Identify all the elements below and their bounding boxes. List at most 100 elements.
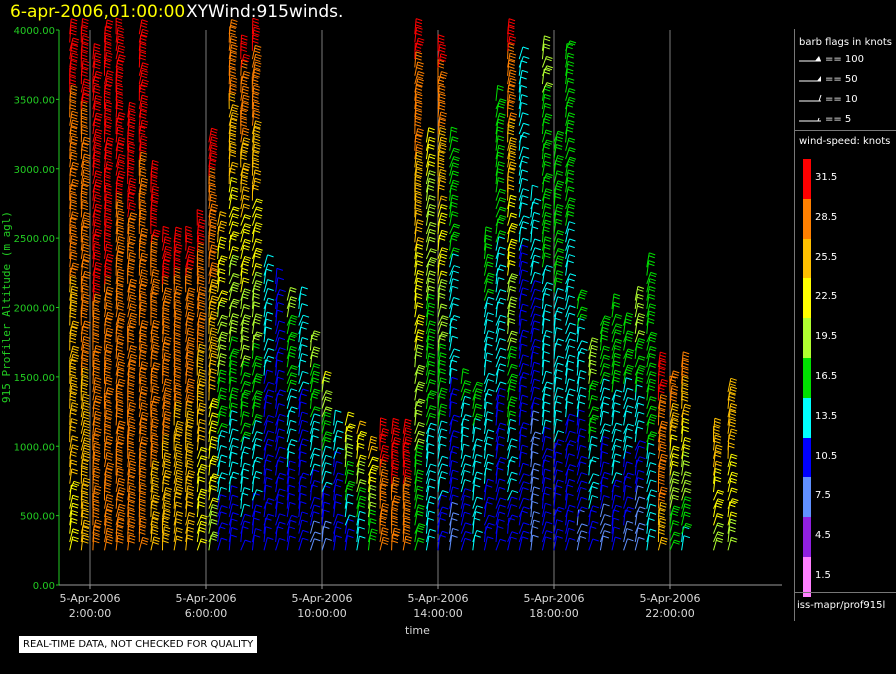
barb-feather — [141, 542, 148, 546]
barb-feather — [244, 487, 251, 491]
barb-feather — [313, 427, 320, 431]
barb-feather — [129, 252, 137, 256]
barb-feather — [314, 479, 321, 483]
barb-feather — [267, 430, 275, 434]
barb-feather — [162, 315, 170, 319]
barb-feather — [358, 526, 365, 530]
barb-feather — [163, 326, 170, 330]
barb-feather — [219, 372, 227, 376]
barb-feather — [106, 496, 113, 500]
barb-feather — [221, 422, 229, 426]
barb-feather — [197, 259, 204, 263]
barb-feather — [243, 306, 250, 310]
barb-feather — [128, 474, 136, 478]
wind-barb — [321, 537, 332, 551]
barb-feather — [152, 185, 160, 189]
barb-feather — [70, 196, 77, 199]
barb-feather — [174, 378, 181, 382]
barb-feather — [279, 389, 286, 393]
barb-staff — [263, 359, 266, 376]
wind-barb — [115, 292, 124, 309]
barb-feather — [105, 441, 113, 445]
barb-feather — [244, 513, 251, 517]
barb-staff — [80, 253, 85, 268]
barb-feather — [200, 516, 207, 520]
barb-feather — [117, 159, 125, 163]
barb-feather — [267, 537, 274, 540]
barb-feather — [150, 262, 157, 266]
barb-staff — [104, 359, 107, 376]
barb-staff — [228, 437, 234, 451]
wind-barb — [127, 401, 137, 418]
barb-staff — [217, 445, 222, 459]
barb-feather — [117, 59, 125, 63]
barb-feather — [302, 314, 310, 318]
barb-feather — [152, 460, 160, 464]
barb-feather — [141, 343, 148, 347]
barb-feather — [348, 411, 355, 415]
barb-feather — [242, 130, 249, 134]
barb-feather — [256, 431, 263, 435]
wind-profile — [309, 330, 321, 551]
barb-staff — [162, 411, 166, 426]
barb-feather — [187, 475, 194, 479]
barb-feather — [69, 70, 76, 74]
barb-feather — [94, 299, 101, 303]
wind-barb — [138, 79, 149, 93]
wind-barb — [115, 467, 124, 484]
barb-feather — [242, 97, 250, 101]
barb-feather — [176, 443, 183, 447]
barb-feather — [220, 494, 227, 498]
barb-feather — [314, 463, 321, 467]
barb-feather — [209, 257, 216, 261]
barb-feather — [83, 323, 91, 327]
barb-staff — [228, 206, 234, 218]
barb-feather — [106, 51, 113, 55]
barb-feather — [314, 363, 321, 367]
barb-staff — [196, 435, 200, 451]
barb-staff — [208, 344, 213, 359]
barb-feather — [82, 142, 90, 146]
barb-feather — [104, 237, 111, 241]
barb-feather — [232, 387, 239, 391]
barb-staff — [162, 352, 166, 368]
barb-feather — [117, 321, 125, 325]
barb-feather — [117, 241, 124, 245]
barb-feather — [104, 407, 112, 411]
barb-feather — [127, 154, 135, 158]
barb-feather — [70, 201, 78, 205]
barb-feather — [198, 529, 206, 533]
barb-feather — [198, 321, 205, 325]
barb-feather — [104, 234, 111, 238]
barb-feather — [289, 501, 296, 505]
barb-staff — [196, 302, 200, 318]
barb-feather — [165, 394, 172, 398]
barb-feather — [150, 209, 157, 213]
barb-feather — [72, 119, 79, 123]
barb-feather — [360, 430, 368, 434]
barb-staff — [92, 43, 95, 60]
wind-barb — [127, 451, 136, 468]
barb-feather — [82, 290, 89, 294]
barb-feather — [174, 267, 181, 271]
barb-feather — [140, 151, 148, 155]
barb-feather — [82, 246, 90, 250]
barb-feather — [174, 412, 181, 416]
barb-feather — [186, 237, 193, 241]
barb-feather — [151, 467, 159, 471]
barb-staff — [185, 246, 190, 260]
barb-feather — [70, 382, 77, 386]
barb-feather — [162, 523, 169, 527]
barb-feather — [116, 207, 124, 211]
barb-feather — [94, 430, 102, 434]
barb-feather — [72, 353, 80, 357]
barb-staff — [127, 360, 131, 376]
barb-feather — [243, 247, 250, 251]
barb-staff — [185, 337, 190, 351]
wind-barb — [196, 463, 208, 476]
barb-staff — [80, 153, 85, 168]
barb-feather — [107, 503, 114, 507]
barb-staff — [127, 460, 131, 476]
barb-feather — [359, 423, 366, 427]
barb-feather — [201, 538, 208, 542]
